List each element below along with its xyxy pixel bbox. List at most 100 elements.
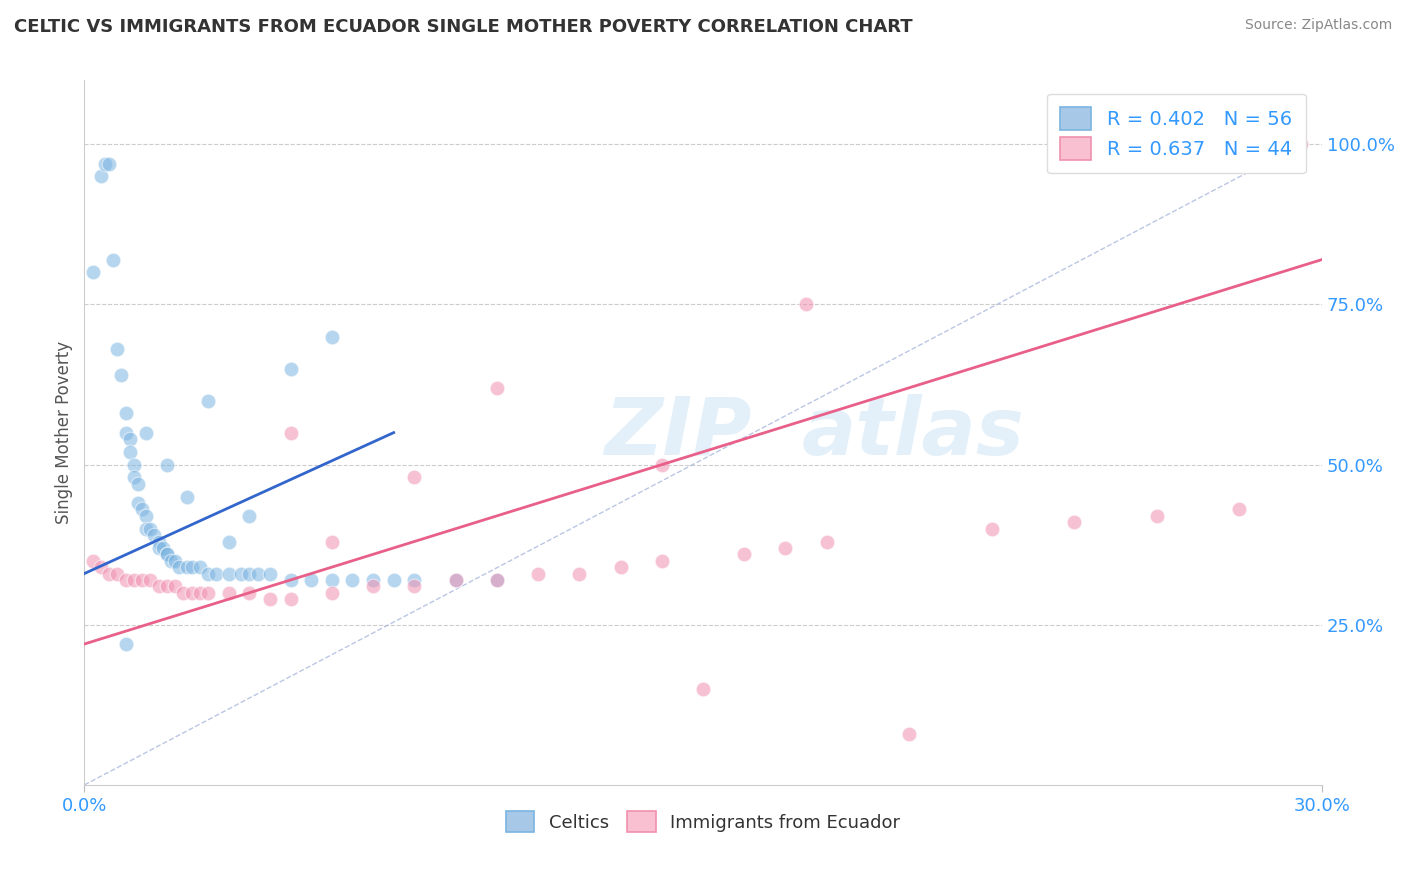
Point <box>152 541 174 555</box>
Point <box>527 566 550 581</box>
Point <box>114 406 136 420</box>
Point <box>156 547 179 561</box>
Text: Source: ZipAtlas.com: Source: ZipAtlas.com <box>1244 18 1392 32</box>
Point <box>280 425 302 440</box>
Point <box>167 560 190 574</box>
Point <box>110 368 132 382</box>
Point <box>1289 137 1312 152</box>
Legend: Celtics, Immigrants from Ecuador: Celtics, Immigrants from Ecuador <box>498 804 908 839</box>
Point <box>82 265 104 279</box>
Point <box>127 476 149 491</box>
Text: atlas: atlas <box>801 393 1025 472</box>
Point <box>114 425 136 440</box>
Point <box>197 586 219 600</box>
Point <box>114 637 136 651</box>
Point <box>259 592 281 607</box>
Point <box>1227 502 1250 516</box>
Point <box>122 573 145 587</box>
Point <box>148 534 170 549</box>
Point <box>238 566 260 581</box>
Point <box>299 573 322 587</box>
Point <box>165 554 187 568</box>
Point <box>609 560 631 574</box>
Point <box>90 560 112 574</box>
Point <box>197 393 219 408</box>
Point <box>82 554 104 568</box>
Point <box>197 566 219 581</box>
Point <box>98 566 121 581</box>
Point <box>135 522 157 536</box>
Point <box>114 573 136 587</box>
Point <box>135 425 157 440</box>
Point <box>218 566 240 581</box>
Point <box>205 566 228 581</box>
Point <box>280 592 302 607</box>
Point <box>156 579 179 593</box>
Point <box>361 579 384 593</box>
Point <box>218 534 240 549</box>
Point <box>280 573 302 587</box>
Point <box>135 508 157 523</box>
Point <box>444 573 467 587</box>
Point <box>165 579 187 593</box>
Point <box>172 586 194 600</box>
Point <box>444 573 467 587</box>
Point <box>105 343 128 357</box>
Point <box>180 586 202 600</box>
Point <box>280 361 302 376</box>
Point <box>94 156 117 170</box>
Point <box>485 573 508 587</box>
Point <box>692 681 714 696</box>
Point <box>180 560 202 574</box>
Point <box>131 573 153 587</box>
Point <box>122 458 145 472</box>
Point <box>815 534 838 549</box>
Point <box>160 554 183 568</box>
Point <box>229 566 252 581</box>
Point <box>238 586 260 600</box>
Point <box>238 508 260 523</box>
Point <box>733 547 755 561</box>
Point <box>139 573 162 587</box>
Point <box>1063 516 1085 530</box>
Point <box>131 502 153 516</box>
Point <box>404 573 426 587</box>
Point <box>98 156 121 170</box>
Point <box>980 522 1002 536</box>
Point <box>103 252 125 267</box>
Y-axis label: Single Mother Poverty: Single Mother Poverty <box>55 341 73 524</box>
Point <box>188 586 211 600</box>
Point <box>188 560 211 574</box>
Point <box>361 573 384 587</box>
Point <box>259 566 281 581</box>
Point <box>794 297 817 311</box>
Point <box>651 458 673 472</box>
Text: ZIP: ZIP <box>605 393 751 472</box>
Point <box>218 586 240 600</box>
Point <box>404 470 426 484</box>
Point <box>156 547 179 561</box>
Point <box>651 554 673 568</box>
Point <box>404 579 426 593</box>
Text: CELTIC VS IMMIGRANTS FROM ECUADOR SINGLE MOTHER POVERTY CORRELATION CHART: CELTIC VS IMMIGRANTS FROM ECUADOR SINGLE… <box>14 18 912 36</box>
Point <box>342 573 364 587</box>
Point <box>90 169 112 184</box>
Point <box>139 522 162 536</box>
Point <box>246 566 269 581</box>
Point <box>1146 508 1168 523</box>
Point <box>321 586 343 600</box>
Point <box>775 541 797 555</box>
Point <box>485 381 508 395</box>
Point <box>568 566 591 581</box>
Point <box>118 432 141 446</box>
Point <box>176 490 198 504</box>
Point <box>148 541 170 555</box>
Point <box>118 445 141 459</box>
Point <box>156 458 179 472</box>
Point <box>321 329 343 343</box>
Point <box>127 496 149 510</box>
Point <box>176 560 198 574</box>
Point <box>148 579 170 593</box>
Point <box>898 727 921 741</box>
Point <box>143 528 166 542</box>
